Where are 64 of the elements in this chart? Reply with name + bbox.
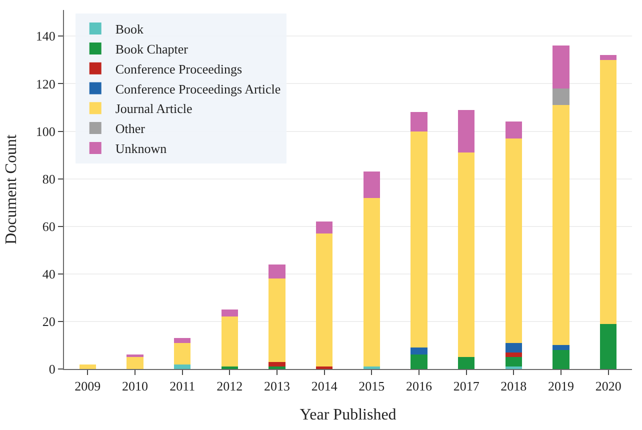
bar <box>79 364 96 369</box>
bar <box>600 324 617 369</box>
y-tick-label: 120 <box>36 76 56 92</box>
y-axis-title: Document Count <box>2 134 20 244</box>
legend-label: Other <box>115 121 146 136</box>
bar <box>221 316 238 367</box>
bar <box>221 310 238 317</box>
legend-label: Conference Proceedings Article <box>115 81 281 96</box>
y-tick-label: 60 <box>42 218 56 234</box>
bar <box>505 122 522 138</box>
x-tick-label: 2011 <box>170 378 196 394</box>
y-tick-label: 80 <box>42 171 56 186</box>
legend-label: Book Chapter <box>115 42 189 57</box>
bar <box>174 342 191 364</box>
x-tick-label: 2014 <box>311 378 338 394</box>
bar <box>505 357 522 367</box>
bar <box>268 362 286 367</box>
y-tick-label: 100 <box>36 124 56 139</box>
x-tick-label: 2010 <box>122 378 148 394</box>
bar <box>505 342 522 352</box>
bar <box>268 264 286 279</box>
bar <box>126 357 144 369</box>
bar <box>505 352 522 358</box>
bar <box>126 354 144 358</box>
bar <box>505 138 522 343</box>
bar <box>410 348 428 355</box>
bar <box>552 46 570 88</box>
x-tick-label: 2009 <box>74 378 101 394</box>
bar <box>552 88 570 106</box>
bar <box>363 198 380 367</box>
bar <box>600 60 617 324</box>
x-tick-label: 2017 <box>453 378 480 394</box>
x-tick-label: 2019 <box>548 378 574 394</box>
bar <box>458 357 475 369</box>
bar <box>174 338 191 343</box>
bar <box>363 172 380 198</box>
x-tick-label: 2013 <box>264 378 290 394</box>
bar <box>410 354 428 369</box>
bar <box>316 222 333 234</box>
bar <box>268 278 286 362</box>
x-axis-title: Year Published <box>300 406 396 424</box>
y-tick-label: 140 <box>36 28 56 44</box>
legend-label: Conference Proceedings <box>115 61 242 76</box>
x-tick-label: 2020 <box>595 378 622 394</box>
x-tick-label: 2018 <box>500 378 527 394</box>
legend-label: Journal Article <box>115 101 192 116</box>
bar <box>174 364 191 369</box>
bar <box>600 55 617 60</box>
legend-label: Book <box>115 22 144 37</box>
bar <box>410 112 428 132</box>
bar <box>458 110 475 153</box>
y-tick-label: 0 <box>48 362 56 377</box>
x-tick-label: 2015 <box>358 378 385 394</box>
y-tick-label: 40 <box>42 266 56 282</box>
x-tick-label: 2016 <box>406 378 432 394</box>
bar <box>552 350 570 369</box>
bar <box>552 345 570 350</box>
legend-label: Unknown <box>115 141 168 156</box>
bar <box>458 152 475 358</box>
bar <box>316 233 333 367</box>
bar <box>410 131 428 348</box>
bar <box>552 105 570 346</box>
x-tick-label: 2012 <box>216 378 243 394</box>
y-tick-label: 20 <box>42 314 56 329</box>
